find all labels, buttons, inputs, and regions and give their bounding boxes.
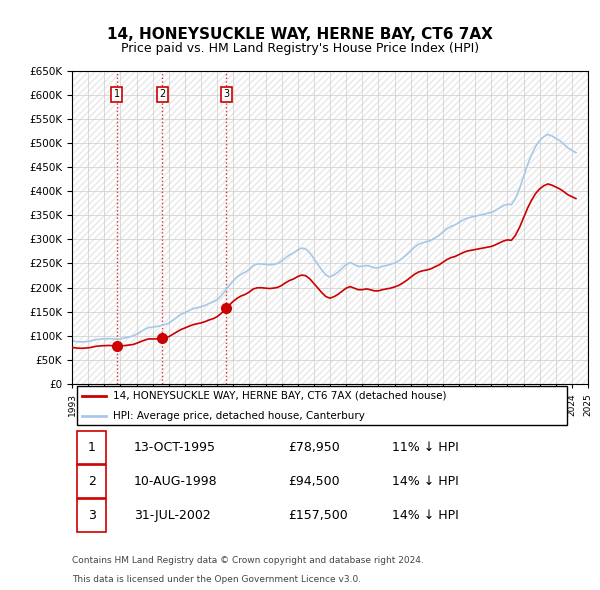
Text: 10-AUG-1998: 10-AUG-1998 (134, 475, 218, 488)
Text: 14% ↓ HPI: 14% ↓ HPI (392, 509, 458, 522)
Text: This data is licensed under the Open Government Licence v3.0.: This data is licensed under the Open Gov… (72, 575, 361, 584)
Text: £157,500: £157,500 (289, 509, 349, 522)
FancyBboxPatch shape (77, 465, 106, 498)
Text: 13-OCT-1995: 13-OCT-1995 (134, 441, 216, 454)
Text: 14, HONEYSUCKLE WAY, HERNE BAY, CT6 7AX: 14, HONEYSUCKLE WAY, HERNE BAY, CT6 7AX (107, 27, 493, 41)
Text: 11% ↓ HPI: 11% ↓ HPI (392, 441, 458, 454)
Text: 3: 3 (88, 509, 95, 522)
Text: 2: 2 (160, 89, 166, 99)
FancyBboxPatch shape (77, 431, 106, 464)
Text: HPI: Average price, detached house, Canterbury: HPI: Average price, detached house, Cant… (113, 411, 365, 421)
FancyBboxPatch shape (77, 386, 568, 425)
Text: £94,500: £94,500 (289, 475, 340, 488)
Text: 2: 2 (88, 475, 95, 488)
Text: 3: 3 (223, 89, 230, 99)
Text: 1: 1 (88, 441, 95, 454)
Text: Contains HM Land Registry data © Crown copyright and database right 2024.: Contains HM Land Registry data © Crown c… (72, 556, 424, 565)
Text: Price paid vs. HM Land Registry's House Price Index (HPI): Price paid vs. HM Land Registry's House … (121, 42, 479, 55)
Text: 1: 1 (114, 89, 120, 99)
Text: 14% ↓ HPI: 14% ↓ HPI (392, 475, 458, 488)
FancyBboxPatch shape (77, 499, 106, 532)
Text: 31-JUL-2002: 31-JUL-2002 (134, 509, 211, 522)
Text: £78,950: £78,950 (289, 441, 340, 454)
Text: 14, HONEYSUCKLE WAY, HERNE BAY, CT6 7AX (detached house): 14, HONEYSUCKLE WAY, HERNE BAY, CT6 7AX … (113, 391, 447, 401)
